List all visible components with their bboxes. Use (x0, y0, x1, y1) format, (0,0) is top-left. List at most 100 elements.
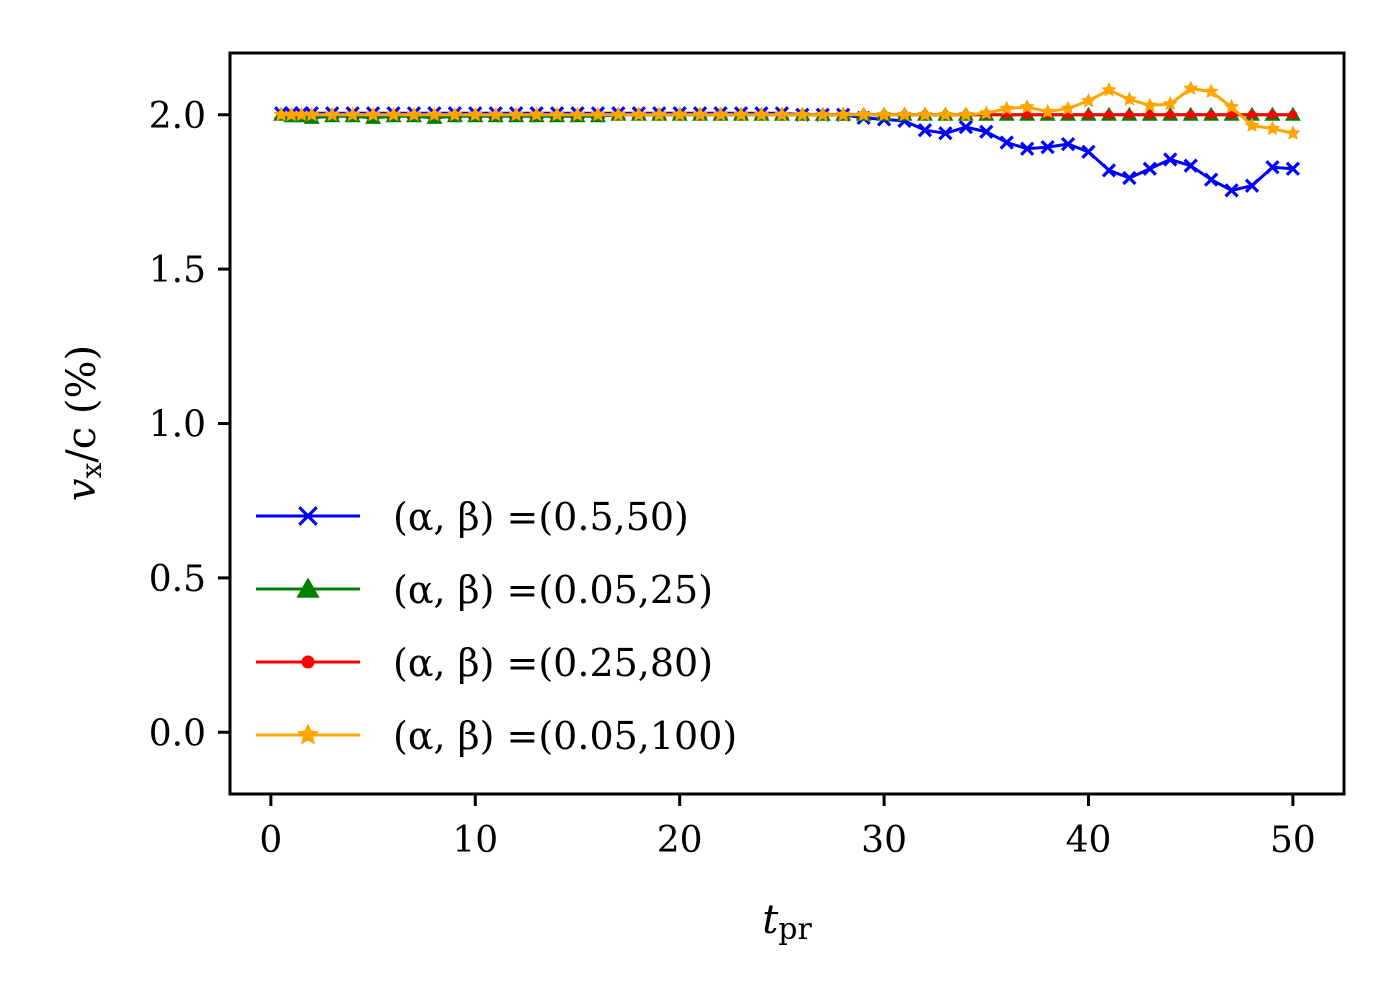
data-point-s4-32 (896, 106, 913, 122)
data-point-s3-45 (1165, 110, 1175, 120)
x-tick-label: 50 (1270, 820, 1316, 861)
data-point-s4-47 (1203, 83, 1219, 99)
data-point-s4-36 (978, 105, 994, 120)
y-axis-ticks: 0.0 0.5 1.0 1.5 2.0 (149, 96, 230, 754)
data-point-s1-44 (1142, 161, 1157, 176)
data-point-s4-2 (293, 106, 310, 122)
x-axis-title: tpr (762, 897, 812, 947)
x-tick-label: 10 (452, 820, 498, 861)
data-point-s4-15 (549, 106, 565, 122)
legend-label: (α, β) =(0.05,25) (393, 568, 713, 612)
data-point-s4-37 (999, 100, 1015, 116)
data-point-s1-45 (1163, 152, 1178, 167)
data-point-s4-10 (447, 106, 463, 122)
legend-item-1: (α, β) =(0.5,50) (256, 495, 689, 539)
data-point-s3-46 (1186, 110, 1196, 120)
data-point-s4-9 (426, 106, 443, 122)
legend-label: (α, β) =(0.05,100) (393, 714, 737, 758)
data-point-s4-16 (569, 106, 586, 122)
data-point-s4-24 (733, 106, 749, 122)
data-point-s4-44 (1142, 97, 1158, 112)
data-point-s4-5 (345, 106, 361, 122)
data-point-s3-43 (1124, 110, 1134, 120)
data-point-s1-48 (1224, 183, 1239, 198)
legend-marker (301, 655, 315, 669)
data-point-s4-6 (365, 106, 381, 122)
data-point-s4-7 (385, 106, 402, 122)
data-point-s1-35 (958, 119, 973, 135)
data-point-s3-44 (1145, 110, 1155, 120)
data-point-s4-17 (590, 106, 606, 122)
data-point-s4-29 (835, 106, 851, 122)
data-point-s4-12 (488, 106, 504, 122)
data-point-s1-41 (1081, 144, 1096, 159)
data-point-s3-49 (1247, 110, 1257, 120)
data-point-s1-49 (1244, 178, 1260, 193)
data-point-s1-36 (979, 124, 994, 139)
legend-label: (α, β) =(0.25,80) (393, 641, 713, 685)
data-point-s1-42 (1101, 163, 1117, 178)
data-point-s1-34 (938, 126, 953, 141)
legend-label: (α, β) =(0.5,50) (393, 495, 689, 539)
data-point-s4-51 (1285, 125, 1301, 140)
data-point-s1-37 (999, 135, 1014, 150)
series-line-1 (281, 111, 1294, 192)
data-point-s1-33 (917, 123, 933, 138)
data-point-s4-18 (610, 106, 626, 122)
data-point-s1-38 (1020, 141, 1035, 156)
data-point-s1-46 (1183, 158, 1198, 173)
data-point-s3-38 (1022, 110, 1032, 120)
data-point-s4-14 (529, 106, 545, 122)
data-point-s4-46 (1183, 80, 1199, 95)
data-point-s1-50 (1265, 160, 1280, 175)
y-tick-label: 1.5 (149, 250, 206, 291)
x-tick-label: 20 (657, 820, 703, 861)
data-point-s4-43 (1121, 91, 1137, 106)
legend-marker (296, 577, 320, 598)
data-point-s4-21 (672, 106, 688, 122)
data-point-s4-1 (283, 106, 299, 122)
data-point-s1-43 (1122, 170, 1137, 186)
data-point-s3-50 (1267, 110, 1277, 120)
data-point-s4-26 (774, 106, 790, 122)
data-point-s4-0 (273, 106, 289, 122)
data-point-s4-38 (1019, 99, 1035, 114)
data-point-s4-19 (631, 106, 647, 122)
legend-item-2: (α, β) =(0.05,25) (256, 568, 713, 612)
data-point-s3-47 (1206, 110, 1216, 120)
data-point-s4-48 (1223, 99, 1240, 114)
data-point-s1-47 (1204, 172, 1219, 187)
data-point-s4-25 (753, 106, 770, 122)
data-point-s4-41 (1080, 92, 1097, 108)
data-point-s4-23 (712, 106, 729, 122)
data-point-s3-48 (1227, 110, 1237, 120)
y-tick-label: 2.0 (149, 96, 206, 137)
legend-marker (298, 506, 318, 526)
legend-item-4: (α, β) =(0.05,100) (256, 714, 737, 758)
legend-marker (296, 723, 320, 745)
data-point-s1-40 (1060, 136, 1076, 152)
data-point-s4-50 (1264, 120, 1281, 136)
x-tick-label: 40 (1066, 820, 1112, 861)
data-point-s4-45 (1162, 95, 1178, 111)
data-point-s4-27 (794, 106, 810, 122)
data-point-s3-41 (1083, 110, 1093, 120)
data-point-s4-20 (651, 106, 667, 122)
data-point-s4-30 (856, 106, 872, 122)
x-tick-label: 0 (259, 820, 282, 861)
data-point-s4-8 (406, 106, 422, 122)
data-point-s4-11 (467, 106, 483, 122)
data-point-s4-4 (324, 106, 340, 122)
data-point-s4-13 (508, 106, 524, 122)
y-tick-label: 0.5 (149, 559, 206, 600)
data-point-s3-42 (1104, 110, 1114, 120)
data-point-s4-31 (876, 106, 892, 122)
y-axis-title: vx/c (%) (59, 345, 108, 501)
data-point-s4-34 (937, 106, 954, 122)
x-axis-ticks: 0 10 20 30 40 50 (259, 794, 1316, 861)
data-point-s3-51 (1288, 110, 1298, 120)
data-point-s4-39 (1040, 103, 1056, 119)
data-point-s4-22 (692, 106, 708, 122)
